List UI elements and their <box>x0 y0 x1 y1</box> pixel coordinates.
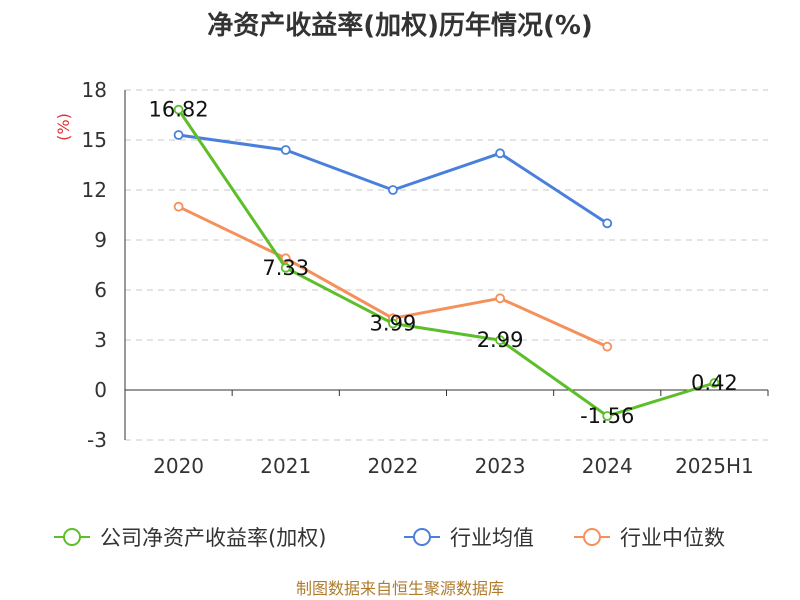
data-point <box>173 130 184 140</box>
legend-label: 行业均值 <box>450 526 534 550</box>
data-label: 7.33 <box>262 256 309 280</box>
data-point <box>388 185 398 195</box>
legend-item: 公司净资产收益率(加权) <box>54 526 326 550</box>
data-label: 16.82 <box>149 98 209 122</box>
series-0 <box>173 104 720 421</box>
data-point <box>602 218 613 229</box>
y-axis-label: (%) <box>54 113 73 141</box>
data-label: -1.56 <box>580 404 634 428</box>
y-tick-label: 18 <box>82 78 107 102</box>
series-1 <box>173 130 613 229</box>
data-label: 0.42 <box>691 371 738 395</box>
legend-marker <box>413 528 431 546</box>
y-tick-label: 12 <box>82 178 107 202</box>
data-label: 3.99 <box>370 312 417 336</box>
data-point <box>495 293 505 304</box>
chart-title: 净资产收益率(加权)历年情况(%) <box>207 10 593 41</box>
data-labels: 16.82 7.33 3.99 2.99 -1.56 0.42 <box>149 98 738 428</box>
y-tick-label: 15 <box>82 128 107 152</box>
data-point <box>602 341 613 352</box>
x-tick-label: 2021 <box>260 454 311 478</box>
legend-label: 行业中位数 <box>620 526 725 550</box>
y-tick-label: 9 <box>94 228 107 252</box>
data-point <box>388 318 398 329</box>
series-layer <box>173 104 720 421</box>
data-point <box>602 411 613 421</box>
data-point <box>173 201 184 212</box>
legend: 公司净资产收益率(加权) 行业均值 行业中位数 <box>54 526 725 550</box>
data-point <box>173 104 184 115</box>
legend-item: 行业均值 <box>404 526 534 550</box>
gridlines <box>125 89 768 441</box>
data-point <box>280 145 291 155</box>
data-point <box>709 378 720 388</box>
data-point <box>495 335 505 346</box>
x-tick-label: 2024 <box>582 454 633 478</box>
y-tick-label: 0 <box>94 378 107 402</box>
legend-marker <box>63 528 81 546</box>
x-tick-label: 2025H1 <box>675 454 754 478</box>
data-label: 2.99 <box>477 328 524 352</box>
source-text: 制图数据来自恒生聚源数据库 <box>296 579 504 598</box>
legend-label: 公司净资产收益率(加权) <box>100 526 326 550</box>
x-tick-label: 2022 <box>367 454 418 478</box>
data-point <box>495 148 505 159</box>
legend-marker <box>583 528 601 546</box>
y-tick-label: 6 <box>94 278 107 302</box>
axes: -3 0 3 6 9 12 15 18 2020 2021 2022 2023 2024 2025H1 <box>82 78 769 478</box>
data-point <box>280 253 291 264</box>
y-tick-label: 3 <box>94 328 107 352</box>
x-tick-label: 2020 <box>153 454 204 478</box>
data-point <box>280 262 291 273</box>
legend-item: 行业中位数 <box>574 526 725 550</box>
series-line <box>178 133 609 225</box>
series-2 <box>173 201 613 352</box>
y-tick-label: -3 <box>87 428 107 452</box>
series-line <box>177 108 715 418</box>
x-tick-label: 2023 <box>475 454 526 478</box>
